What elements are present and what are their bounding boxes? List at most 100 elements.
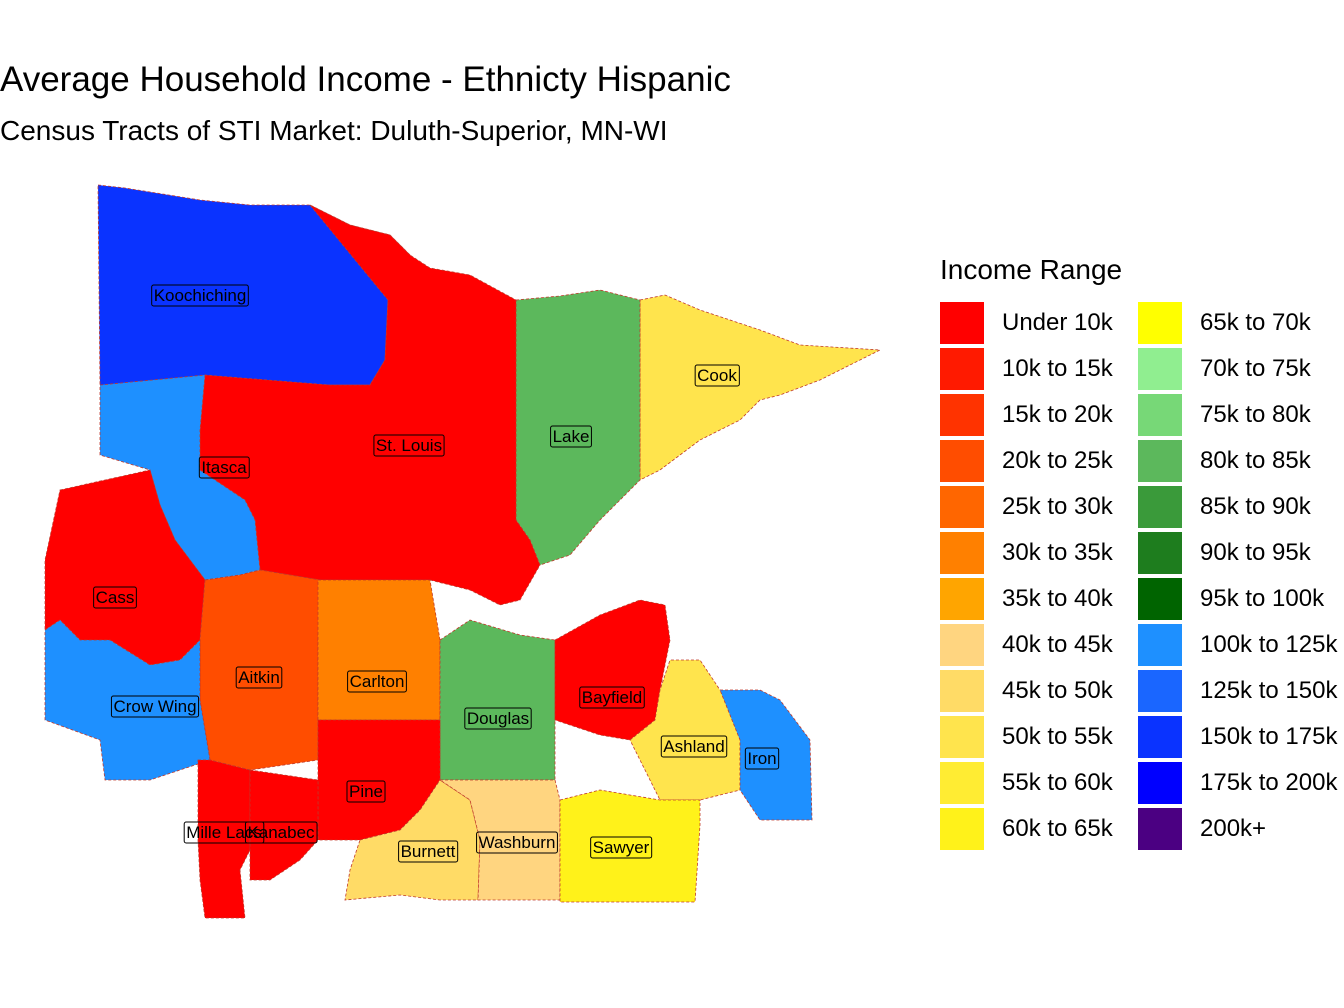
county-label: Washburn (479, 833, 556, 852)
legend-label: 100k to 125k (1200, 631, 1338, 658)
census-tract-map: Koochiching Cook Lake St. Louis Itasca Cass Ai… (44, 184, 882, 919)
legend-label: 125k to 150k (1200, 677, 1338, 704)
county-label-box (151, 284, 249, 307)
legend-swatch (1138, 302, 1182, 344)
legend-column-2: 65k to 70k 70k to 75k 75k to 80k 80k to 85k… (1138, 300, 1337, 852)
legend-item: 60k to 65k (940, 806, 1113, 852)
county-region-koochiching (97, 184, 416, 386)
county-region-carlton (317, 579, 441, 721)
county-label: St. Louis (376, 436, 442, 455)
legend-label: 75k to 80k (1200, 401, 1311, 428)
county-label: Aitkin (238, 668, 280, 687)
legend-swatch (940, 762, 984, 804)
legend-swatch (940, 302, 984, 344)
legend-swatch (940, 394, 984, 436)
legend-label: 95k to 100k (1200, 585, 1325, 612)
legend-swatch (1138, 578, 1182, 620)
county-label: Douglas (467, 709, 529, 728)
county-region-douglas (439, 619, 556, 781)
county-label-box (373, 434, 445, 457)
legend-swatch (1138, 348, 1182, 390)
legend-swatch (1138, 762, 1182, 804)
county-label-box (244, 821, 318, 844)
county-label-box (346, 780, 386, 803)
legend-swatch (1138, 440, 1182, 482)
legend-item: 15k to 20k (940, 392, 1113, 438)
county-label: Mille Lacs (186, 823, 262, 842)
county-label-box (398, 840, 459, 863)
county-label-box (660, 735, 728, 758)
legend-item: 90k to 95k (1138, 530, 1337, 576)
legend-swatch (940, 348, 984, 390)
legend-item: 40k to 45k (940, 622, 1113, 668)
legend-item: 20k to 25k (940, 438, 1113, 484)
county-region-cook (639, 294, 882, 481)
county-label: Burnett (401, 842, 456, 861)
legend-swatch (940, 578, 984, 620)
legend-swatch (940, 624, 984, 666)
county-label-box (590, 836, 653, 859)
legend-item: 45k to 50k (940, 668, 1113, 714)
county-label-box (198, 456, 250, 479)
legend-swatch (1138, 532, 1182, 574)
county-label-box (183, 821, 265, 844)
legend-label: 30k to 35k (1002, 539, 1113, 566)
legend-label: 40k to 45k (1002, 631, 1113, 658)
legend-item: 35k to 40k (940, 576, 1113, 622)
legend-item: 100k to 125k (1138, 622, 1337, 668)
legend-item: 65k to 70k (1138, 300, 1337, 346)
legend-swatch (1138, 670, 1182, 712)
legend-label: 90k to 95k (1200, 539, 1311, 566)
county-label: Itasca (201, 458, 247, 477)
legend-swatch (940, 440, 984, 482)
county-label: Iron (747, 749, 776, 768)
county-label: Pine (349, 782, 383, 801)
legend-swatch (1138, 716, 1182, 758)
county-label-box (476, 831, 558, 854)
county-label: Bayfield (582, 688, 642, 707)
legend-swatch (1138, 808, 1182, 850)
county-region-crow-wing (44, 619, 211, 781)
county-label: Lake (553, 427, 590, 446)
legend-label: 45k to 50k (1002, 677, 1113, 704)
legend-column-1: Under 10k 10k to 15k 15k to 20k 20k to 25k 2… (940, 300, 1113, 852)
county-label-box (347, 670, 407, 693)
legend-label: 35k to 40k (1002, 585, 1113, 612)
legend-item: 75k to 80k (1138, 392, 1337, 438)
legend-item: 200k+ (1138, 806, 1337, 852)
legend-label: 85k to 90k (1200, 493, 1311, 520)
county-label-box (550, 425, 592, 448)
county-label: Cass (96, 588, 135, 607)
legend-swatch (940, 670, 984, 712)
county-label: Crow Wing (113, 697, 196, 716)
legend-item: 150k to 175k (1138, 714, 1337, 760)
legend-label: 150k to 175k (1200, 723, 1338, 750)
map-subtitle: Census Tracts of STI Market: Duluth-Supe… (0, 115, 668, 146)
legend-label: 200k+ (1200, 815, 1267, 842)
county-label-box (744, 747, 780, 770)
legend-swatch (940, 486, 984, 528)
legend-item: 25k to 30k (940, 484, 1113, 530)
legend-swatch (940, 532, 984, 574)
county-region-washburn (438, 779, 561, 901)
legend-item: 125k to 150k (1138, 668, 1337, 714)
county-label: Koochiching (154, 286, 247, 305)
county-label-box (93, 586, 137, 609)
county-label-box (110, 695, 200, 718)
legend-swatch (940, 716, 984, 758)
legend-label: 25k to 30k (1002, 493, 1113, 520)
legend-label: 70k to 75k (1200, 355, 1311, 382)
county-label: Sawyer (593, 838, 650, 857)
legend-item: 85k to 90k (1138, 484, 1337, 530)
legend-item: 30k to 35k (940, 530, 1113, 576)
legend-item: 50k to 55k (940, 714, 1113, 760)
county-label: Cook (697, 366, 737, 385)
legend-swatch (1138, 624, 1182, 666)
legend-label: 80k to 85k (1200, 447, 1311, 474)
county-region-mille-lacs (197, 759, 251, 919)
county-label: Ashland (663, 737, 724, 756)
legend-item: 80k to 85k (1138, 438, 1337, 484)
county-region-bayfield (554, 599, 671, 741)
county-label: Kanabec (247, 823, 315, 842)
county-label-box (464, 707, 532, 730)
